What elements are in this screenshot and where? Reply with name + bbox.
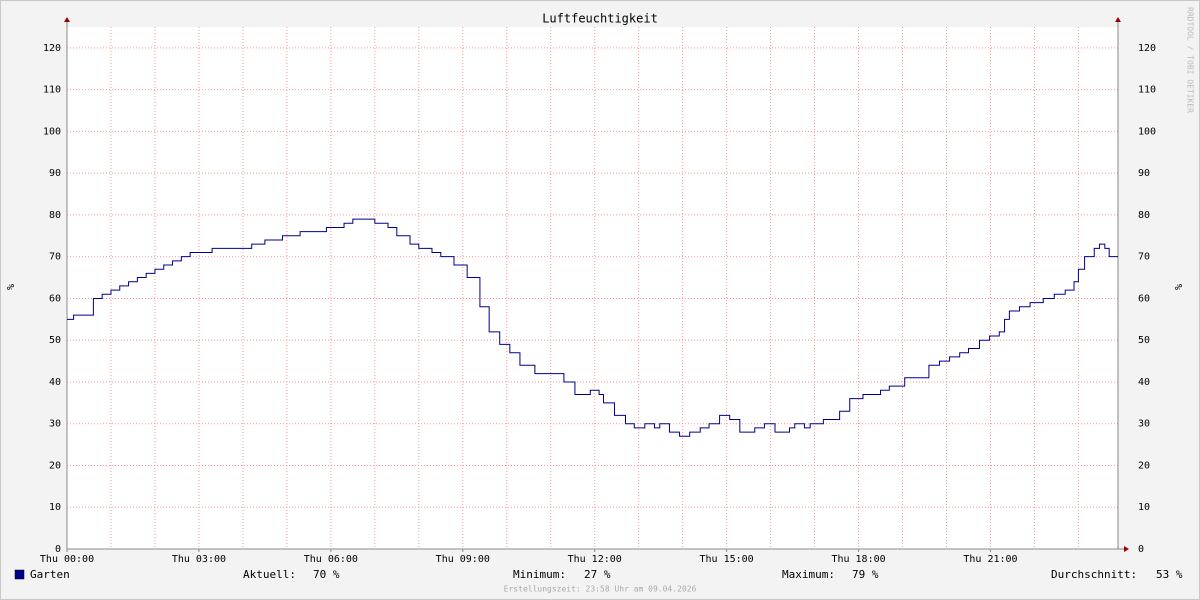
y-tick-label-right: 70	[1138, 252, 1150, 263]
x-tick-label: Thu 00:00	[40, 554, 94, 565]
x-tick-label: Thu 15:00	[700, 554, 754, 565]
y-tick-label-right: 40	[1138, 377, 1150, 388]
axis-arrow	[1124, 546, 1129, 552]
stat-value: 53 %	[1156, 568, 1183, 581]
x-tick-label: Thu 09:00	[436, 554, 490, 565]
chart-title: Luftfeuchtigkeit	[542, 12, 658, 26]
y-tick-label-right: 10	[1138, 502, 1150, 513]
y-axis-label-right: %	[1172, 284, 1183, 290]
y-tick-label: 110	[43, 85, 61, 96]
stat-value: 79 %	[852, 568, 879, 581]
stat-value: 27 %	[584, 568, 611, 581]
y-tick-label-right: 50	[1138, 335, 1150, 346]
y-tick-label-right: 90	[1138, 168, 1150, 179]
y-tick-label-right: 0	[1138, 544, 1144, 555]
axis-arrow	[1115, 17, 1121, 22]
y-tick-label: 80	[49, 210, 61, 221]
y-tick-label: 40	[49, 377, 61, 388]
y-tick-label-right: 100	[1138, 126, 1156, 137]
y-tick-label: 70	[49, 252, 61, 263]
x-tick-label: Thu 03:00	[172, 554, 226, 565]
y-tick-label: 20	[49, 460, 61, 471]
y-tick-label-right: 110	[1138, 85, 1156, 96]
y-tick-label-right: 120	[1138, 43, 1156, 54]
y-tick-label: 60	[49, 293, 61, 304]
y-tick-label: 0	[55, 544, 61, 555]
stat-label: Aktuell:	[243, 568, 296, 581]
x-tick-label: Thu 12:00	[568, 554, 622, 565]
y-tick-label: 10	[49, 502, 61, 513]
legend-label: Garten	[30, 568, 70, 581]
y-tick-label: 100	[43, 126, 61, 137]
axis-arrow	[64, 17, 70, 22]
data-line	[67, 218, 1118, 437]
stat-value: 70 %	[313, 568, 340, 581]
y-tick-label-right: 30	[1138, 419, 1150, 430]
watermark: RRDTOOL / TOBI OETIKER	[1186, 7, 1195, 113]
y-tick-label: 120	[43, 43, 61, 54]
y-tick-label: 90	[49, 168, 61, 179]
x-tick-label: Thu 06:00	[304, 554, 358, 565]
x-tick-label: Thu 18:00	[831, 554, 885, 565]
footer: Erstellungszeit: 23:58 Uhr am 09.04.2026	[504, 585, 697, 594]
x-tick-label: Thu 21:00	[963, 554, 1017, 565]
y-tick-label-right: 80	[1138, 210, 1150, 221]
y-tick-label-right: 60	[1138, 293, 1150, 304]
y-tick-label: 50	[49, 335, 61, 346]
y-axis-label: %	[4, 284, 15, 290]
stat-label: Maximum:	[782, 568, 835, 581]
stat-label: Minimum:	[513, 568, 566, 581]
plot-area	[67, 27, 1118, 549]
y-tick-label-right: 20	[1138, 460, 1150, 471]
stat-label: Durchschnitt:	[1051, 568, 1137, 581]
y-tick-label: 30	[49, 419, 61, 430]
legend-swatch	[14, 569, 25, 580]
